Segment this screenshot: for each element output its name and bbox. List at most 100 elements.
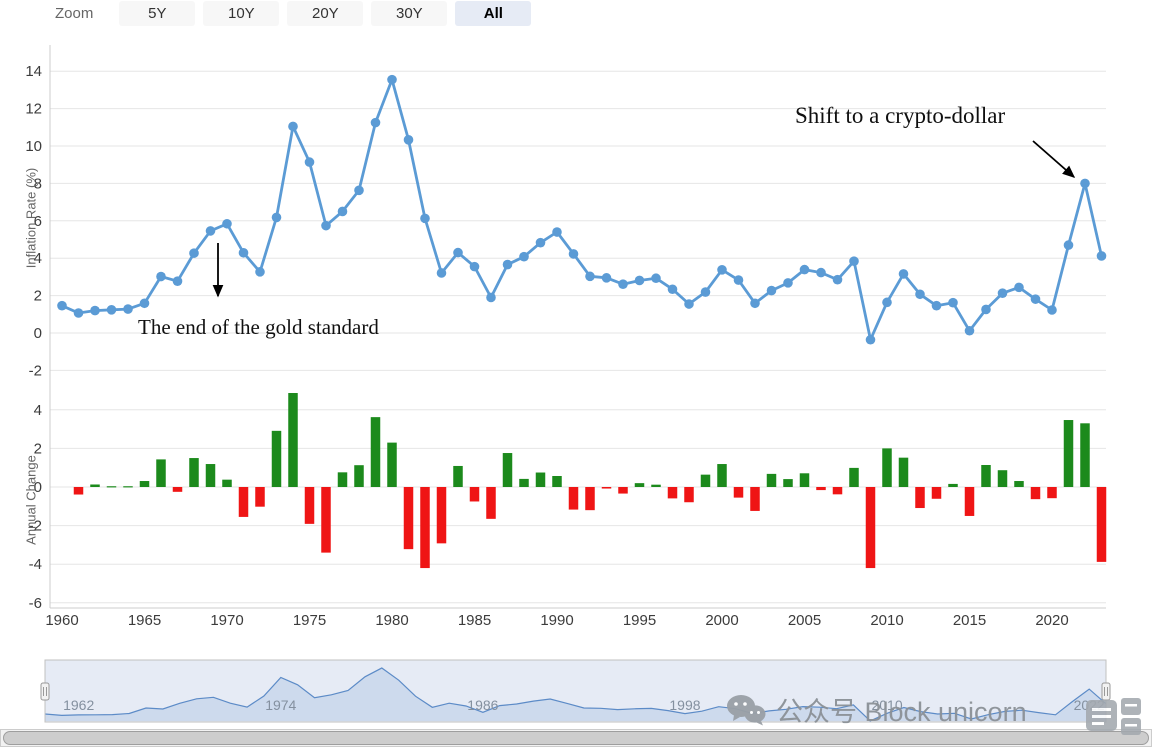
inflation-point-1988[interactable] xyxy=(519,251,529,262)
inflation-point-2022[interactable] xyxy=(1080,178,1090,189)
annual-change-bar-1999[interactable] xyxy=(700,474,711,487)
annual-change-bar-2004[interactable] xyxy=(783,479,793,487)
inflation-point-2003[interactable] xyxy=(766,285,777,296)
annual-change-bar-2008[interactable] xyxy=(849,467,859,487)
annual-change-bar-1983[interactable] xyxy=(436,487,447,544)
annual-change-bar-1962[interactable] xyxy=(90,484,100,487)
inflation-point-1994[interactable] xyxy=(618,279,628,289)
inflation-point-2023[interactable] xyxy=(1096,251,1107,261)
inflation-point-2020[interactable] xyxy=(1047,305,1057,315)
inflation-point-1997[interactable] xyxy=(667,284,678,295)
annual-change-bar-2010[interactable] xyxy=(882,448,892,487)
inflation-point-1989[interactable] xyxy=(535,237,546,248)
inflation-point-2010[interactable] xyxy=(882,297,892,308)
annual-change-bar-2005[interactable] xyxy=(799,473,810,487)
annual-change-bar-1972[interactable] xyxy=(255,487,265,507)
zoom-button-all[interactable]: All xyxy=(455,1,532,26)
annual-change-bar-2021[interactable] xyxy=(1063,420,1074,487)
annual-change-bar-1989[interactable] xyxy=(535,472,546,487)
annual-change-bar-1974[interactable] xyxy=(288,393,298,487)
inflation-point-2009[interactable] xyxy=(865,334,876,345)
annual-change-bar-2023[interactable] xyxy=(1096,487,1107,562)
annual-change-bar-2006[interactable] xyxy=(816,487,826,491)
annual-change-bar-1995[interactable] xyxy=(634,483,645,487)
inflation-point-1982[interactable] xyxy=(420,213,430,224)
inflation-point-1987[interactable] xyxy=(502,259,513,270)
inflation-point-2000[interactable] xyxy=(717,264,727,275)
annual-change-bar-2019[interactable] xyxy=(1030,487,1041,500)
inflation-point-1990[interactable] xyxy=(552,227,562,237)
inflation-point-1998[interactable] xyxy=(684,299,694,309)
inflation-point-1963[interactable] xyxy=(106,305,117,315)
inflation-point-1962[interactable] xyxy=(90,305,100,316)
annual-change-bar-2011[interactable] xyxy=(898,457,909,487)
annual-change-bar-2015[interactable] xyxy=(964,487,975,516)
annual-change-bar-2017[interactable] xyxy=(997,470,1008,487)
horizontal-scrollbar[interactable] xyxy=(0,729,1152,747)
inflation-point-1979[interactable] xyxy=(370,117,381,128)
inflation-point-2001[interactable] xyxy=(733,275,744,285)
inflation-point-1964[interactable] xyxy=(123,304,133,314)
annual-change-bar-1975[interactable] xyxy=(304,487,315,524)
inflation-point-1983[interactable] xyxy=(436,268,447,278)
inflation-point-1985[interactable] xyxy=(469,261,480,272)
annual-change-bar-1961[interactable] xyxy=(73,487,84,495)
inflation-point-2016[interactable] xyxy=(981,304,991,315)
inflation-point-2006[interactable] xyxy=(816,267,826,278)
annual-change-bar-2002[interactable] xyxy=(750,487,760,511)
inflation-point-2011[interactable] xyxy=(898,269,909,279)
inflation-point-1975[interactable] xyxy=(304,157,315,167)
inflation-point-1970[interactable] xyxy=(222,218,232,229)
inflation-point-1981[interactable] xyxy=(403,135,414,145)
annual-change-bar-1964[interactable] xyxy=(123,486,133,488)
annual-change-bar-1970[interactable] xyxy=(222,479,232,487)
inflation-point-1974[interactable] xyxy=(288,121,298,132)
inflation-point-2008[interactable] xyxy=(849,256,859,266)
inflation-point-1992[interactable] xyxy=(585,271,595,282)
inflation-point-1972[interactable] xyxy=(255,267,265,277)
annual-change-bar-1967[interactable] xyxy=(172,487,183,492)
scrollbar-thumb[interactable] xyxy=(3,731,1149,745)
annual-change-bar-1988[interactable] xyxy=(519,478,529,487)
annual-change-bar-1982[interactable] xyxy=(420,487,430,569)
inflation-point-1976[interactable] xyxy=(321,220,331,231)
inflation-point-2002[interactable] xyxy=(750,298,760,309)
annual-change-bar-2007[interactable] xyxy=(832,487,843,495)
annual-change-bar-2013[interactable] xyxy=(931,487,942,499)
annual-change-bar-1966[interactable] xyxy=(156,459,166,487)
zoom-button-10y[interactable]: 10Y xyxy=(203,1,280,26)
annual-change-bar-1990[interactable] xyxy=(552,475,562,487)
inflation-point-2017[interactable] xyxy=(997,288,1008,298)
annual-change-bar-1963[interactable] xyxy=(106,486,117,488)
annual-change-bar-2020[interactable] xyxy=(1047,487,1057,499)
annual-change-bar-1973[interactable] xyxy=(271,430,282,487)
navigator-handle-left[interactable] xyxy=(40,682,50,701)
inflation-point-2007[interactable] xyxy=(832,274,843,285)
inflation-point-2021[interactable] xyxy=(1063,240,1074,250)
annual-change-bar-1987[interactable] xyxy=(502,453,513,487)
inflation-point-1968[interactable] xyxy=(189,248,199,258)
inflation-point-2013[interactable] xyxy=(931,300,942,311)
inflation-point-2012[interactable] xyxy=(915,289,925,300)
inflation-point-1986[interactable] xyxy=(486,292,496,303)
inflation-point-1984[interactable] xyxy=(453,247,463,258)
annual-change-bar-1996[interactable] xyxy=(651,484,661,487)
annual-change-bar-1997[interactable] xyxy=(667,487,678,499)
inflation-point-1978[interactable] xyxy=(354,185,364,196)
annual-change-bar-2014[interactable] xyxy=(948,483,958,487)
annual-change-bar-1969[interactable] xyxy=(205,464,216,487)
inflation-point-1999[interactable] xyxy=(700,287,711,297)
inflation-point-1993[interactable] xyxy=(601,273,612,283)
inflation-point-1969[interactable] xyxy=(205,226,216,236)
annual-change-bar-1977[interactable] xyxy=(337,472,348,487)
inflation-point-2015[interactable] xyxy=(964,325,975,336)
inflation-point-1960[interactable] xyxy=(57,300,67,311)
annual-change-bar-1971[interactable] xyxy=(238,487,249,517)
inflation-point-2018[interactable] xyxy=(1014,282,1024,293)
inflation-point-1973[interactable] xyxy=(271,212,282,223)
zoom-button-30y[interactable]: 30Y xyxy=(371,1,448,26)
annual-change-bar-1978[interactable] xyxy=(354,465,364,487)
annual-change-bar-1979[interactable] xyxy=(370,417,381,487)
annual-change-bar-1981[interactable] xyxy=(403,487,414,550)
